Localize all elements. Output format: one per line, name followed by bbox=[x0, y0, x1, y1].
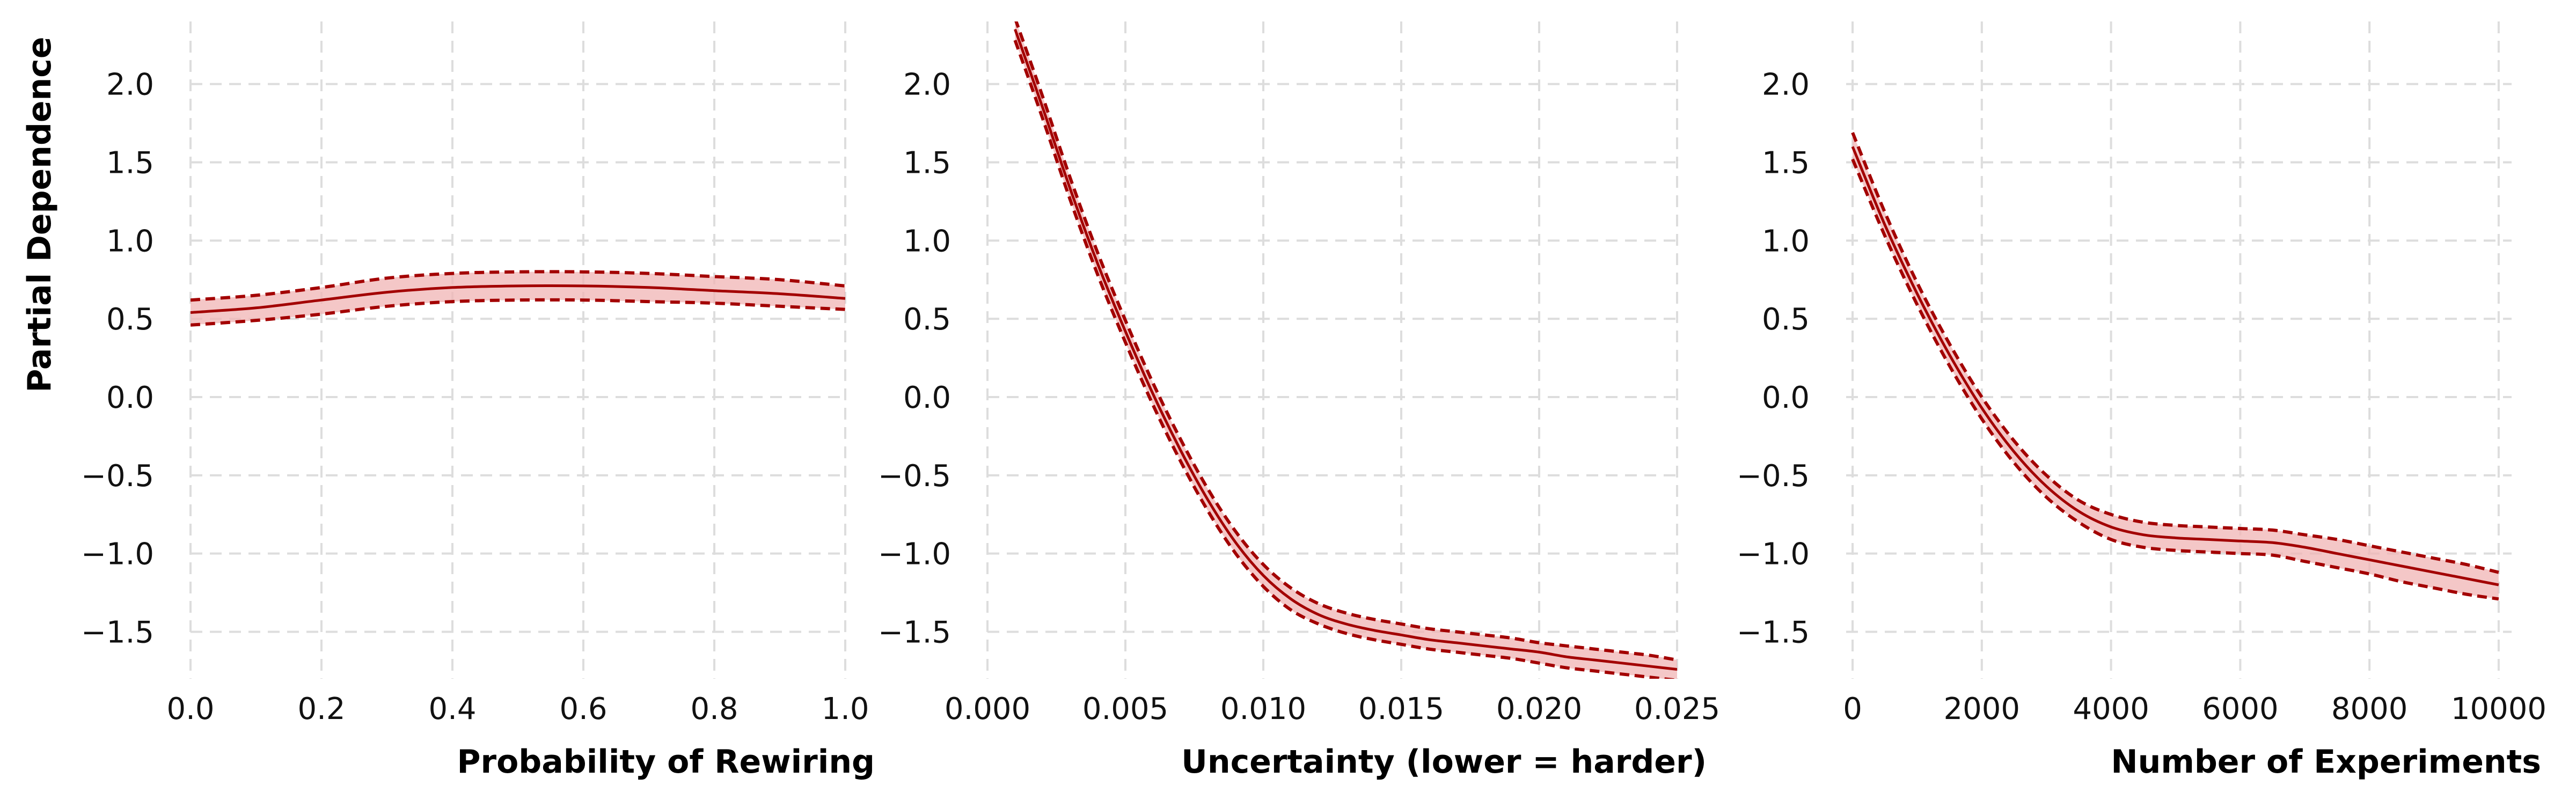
x-tick-label: 0.6 bbox=[559, 692, 607, 727]
x-tick-label: 10000 bbox=[2451, 692, 2546, 727]
x-tick-label: 0.005 bbox=[1082, 692, 1168, 727]
lower-bound-line bbox=[1851, 158, 2499, 601]
y-tick-label: 1.5 bbox=[1762, 146, 1810, 181]
y-tick-label: 2.0 bbox=[903, 68, 951, 102]
y-tick-label: −0.5 bbox=[1737, 459, 1810, 494]
y-tick-label: −0.5 bbox=[81, 459, 154, 494]
x-tick-label: 6000 bbox=[2202, 692, 2279, 727]
y-tick-label: −1.5 bbox=[81, 615, 154, 650]
series-layer bbox=[191, 270, 845, 327]
x-tick-label: 8000 bbox=[2331, 692, 2408, 727]
confidence-band bbox=[1015, 21, 1677, 679]
y-tick-label: 0.5 bbox=[903, 302, 951, 337]
lower-bound-line bbox=[1013, 39, 1677, 679]
y-tick-label: −1.5 bbox=[1737, 615, 1810, 650]
y-tick-label: −1.0 bbox=[1737, 537, 1810, 572]
x-tick-label: 0.020 bbox=[1496, 692, 1582, 727]
confidence-band bbox=[191, 272, 845, 325]
y-tick-label: 1.5 bbox=[106, 146, 154, 181]
y-tick-label: 2.0 bbox=[1762, 68, 1810, 102]
shared-y-axis-title: Partial Dependence bbox=[21, 36, 58, 392]
upper-bound-line bbox=[1014, 21, 1677, 662]
x-tick-label: 4000 bbox=[2073, 692, 2149, 727]
x-tick-label: 0.0 bbox=[166, 692, 214, 727]
y-tick-label: 1.0 bbox=[1762, 224, 1810, 259]
x-axis-title: Uncertainty (lower = harder) bbox=[1181, 743, 1707, 781]
x-tick-label: 0.2 bbox=[297, 692, 345, 727]
x-tick-label: 0.025 bbox=[1634, 692, 1720, 727]
lower-bound-line bbox=[191, 298, 845, 327]
y-tick-label: 1.0 bbox=[106, 224, 154, 259]
y-tick-label: 0.0 bbox=[1762, 380, 1810, 415]
y-tick-label: −1.5 bbox=[878, 615, 951, 650]
partial-dependence-line bbox=[1014, 28, 1677, 671]
upper-bound-line bbox=[191, 270, 845, 302]
y-tick-label: −1.0 bbox=[878, 537, 951, 572]
x-tick-label: 1.0 bbox=[821, 692, 869, 727]
x-tick-label: 0.8 bbox=[690, 692, 738, 727]
y-tick-label: 2.0 bbox=[106, 68, 154, 102]
series-layer bbox=[1013, 21, 1677, 679]
y-tick-label: 0.0 bbox=[903, 380, 951, 415]
x-axis-title: Probability of Rewiring bbox=[457, 743, 875, 781]
panel-3: −1.5 −1.0 −0.5 0.0 0.5 1.0 1.5 2.0 0 2000 4000 6000… bbox=[1737, 21, 2546, 781]
y-tick-label: 1.5 bbox=[903, 146, 951, 181]
series-layer bbox=[1851, 131, 2499, 601]
partial-dependence-line bbox=[191, 284, 845, 314]
y-tick-label: 0.5 bbox=[106, 302, 154, 337]
y-tick-label: 0.0 bbox=[106, 380, 154, 415]
y-tick-label: −0.5 bbox=[878, 459, 951, 494]
x-tick-label: 0.4 bbox=[428, 692, 476, 727]
x-tick-label: 2000 bbox=[1944, 692, 2021, 727]
y-tick-label: 0.5 bbox=[1762, 302, 1810, 337]
upper-bound-line bbox=[1851, 131, 2499, 574]
partial-dependence-line bbox=[1851, 146, 2499, 586]
y-tick-label: −1.0 bbox=[81, 537, 154, 572]
x-tick-label: 0.010 bbox=[1220, 692, 1306, 727]
panel-1: −1.5 −1.0 −0.5 0.0 0.5 1.0 1.5 2.0 0.0 0.2 0.4 0.6 0… bbox=[81, 21, 875, 781]
x-axis-title: Number of Experiments bbox=[2111, 743, 2541, 781]
x-tick-label: 0 bbox=[1843, 692, 1862, 727]
x-tick-label: 0.015 bbox=[1358, 692, 1444, 727]
panel-2: −1.5 −1.0 −0.5 0.0 0.5 1.0 1.5 2.0 0.000 0.005 0.0… bbox=[878, 21, 1720, 781]
y-tick-label: 1.0 bbox=[903, 224, 951, 259]
x-tick-label: 0.000 bbox=[945, 692, 1030, 727]
